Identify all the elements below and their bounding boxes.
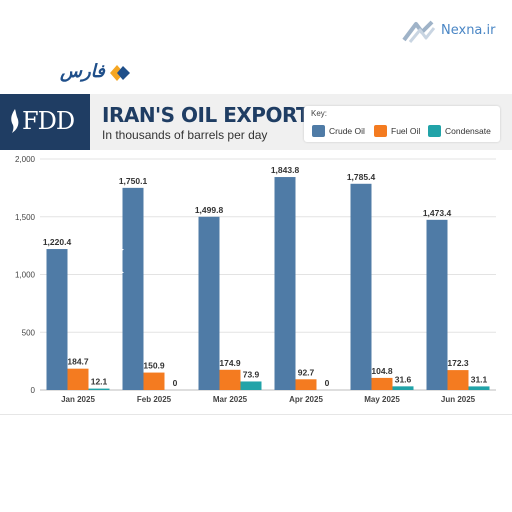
x-tick-label: Feb 2025 [137, 395, 172, 404]
bar-condensate-5 [468, 386, 490, 390]
x-tick-label: May 2025 [364, 395, 400, 404]
y-tick-label: 1,000 [15, 271, 36, 280]
data-label-fuel-oil: 150.9 [143, 361, 165, 371]
card-bottom-border [0, 414, 512, 415]
bar-chart: 0 500 1,000 1,500 2,000 1,220.4 184.712.1 Jan 2… [15, 155, 496, 404]
bar-fuel-oil-1 [143, 372, 165, 390]
x-tick-label: Mar 2025 [213, 395, 248, 404]
data-label-fuel-oil: 184.7 [67, 357, 89, 367]
bar-fuel-oil-4 [371, 377, 393, 390]
data-label-crude-oil: 1,843.8 [271, 165, 300, 175]
bar-condensate-4 [392, 386, 414, 390]
data-label-crude-oil: 1,499.8 [195, 205, 224, 215]
legend-swatch-fuel-oil [374, 125, 387, 137]
data-label-crude-oil: 1,220.4 [43, 237, 72, 247]
fars-text: فارس [60, 61, 105, 82]
nexna-logo-icon [402, 20, 436, 43]
data-label-condensate: 73.9 [243, 369, 260, 379]
data-label-fuel-oil: 174.9 [219, 358, 241, 368]
chart-header: FDD IRAN'S OIL EXPORTS In thousands of b… [0, 94, 512, 150]
data-label-fuel-oil: 172.3 [447, 358, 469, 368]
legend-title: Key: [311, 109, 328, 118]
legend-label-fuel-oil: Fuel Oil [391, 126, 421, 136]
fdd-flame-icon [11, 109, 19, 133]
x-tick-label: Jun 2025 [441, 395, 476, 404]
axis-break-marker [68, 249, 124, 273]
data-label-condensate: 0 [173, 378, 178, 388]
data-label-condensate: 31.6 [395, 374, 412, 384]
legend-swatch-condensate [428, 125, 441, 137]
y-tick-label: 2,000 [15, 155, 36, 164]
legend-label-crude-oil: Crude Oil [329, 126, 365, 136]
y-tick-label: 500 [22, 328, 36, 337]
data-label-condensate: 12.1 [91, 377, 108, 387]
bar-crude-oil-5 [426, 219, 448, 390]
bar-condensate-2 [240, 381, 262, 390]
nexna-text: Nexna.ir [441, 23, 496, 38]
fdd-logo: FDD [0, 94, 90, 150]
data-label-fuel-oil: 104.8 [371, 366, 393, 376]
bar-condensate-0 [88, 388, 110, 390]
chart-subtitle: In thousands of barrels per day [102, 128, 268, 142]
fdd-text: FDD [22, 107, 75, 135]
x-tick-label: Jan 2025 [61, 395, 95, 404]
legend: Key: Crude Oil Fuel Oil Condensate [304, 106, 500, 142]
data-label-crude-oil: 1,785.4 [347, 172, 376, 182]
data-label-fuel-oil: 92.7 [298, 367, 315, 377]
y-tick-label: 0 [31, 386, 36, 395]
bar-crude-oil-3 [274, 177, 296, 390]
chart-title: IRAN'S OIL EXPORTS [102, 103, 324, 127]
data-label-condensate: 31.1 [471, 374, 488, 384]
bar-fuel-oil-5 [447, 370, 469, 390]
y-tick-label: 1,500 [15, 213, 36, 222]
data-label-crude-oil: 1,750.1 [119, 176, 148, 186]
fars-logo: فارس [58, 61, 134, 84]
legend-label-condensate: Condensate [445, 126, 491, 136]
bar-fuel-oil-0 [67, 368, 89, 390]
bar-crude-oil-2 [198, 216, 220, 390]
fars-logo-icon [110, 65, 130, 81]
bar-crude-oil-0 [46, 249, 68, 390]
nexna-watermark: Nexna.ir [400, 20, 510, 46]
bar-crude-oil-1 [122, 187, 144, 390]
bar-crude-oil-4 [350, 183, 372, 390]
legend-swatch-crude-oil [312, 125, 325, 137]
bar-fuel-oil-2 [219, 369, 241, 390]
data-label-condensate: 0 [325, 378, 330, 388]
bar-fuel-oil-3 [295, 379, 317, 390]
x-tick-label: Apr 2025 [289, 395, 323, 404]
data-label-crude-oil: 1,473.4 [423, 208, 452, 218]
